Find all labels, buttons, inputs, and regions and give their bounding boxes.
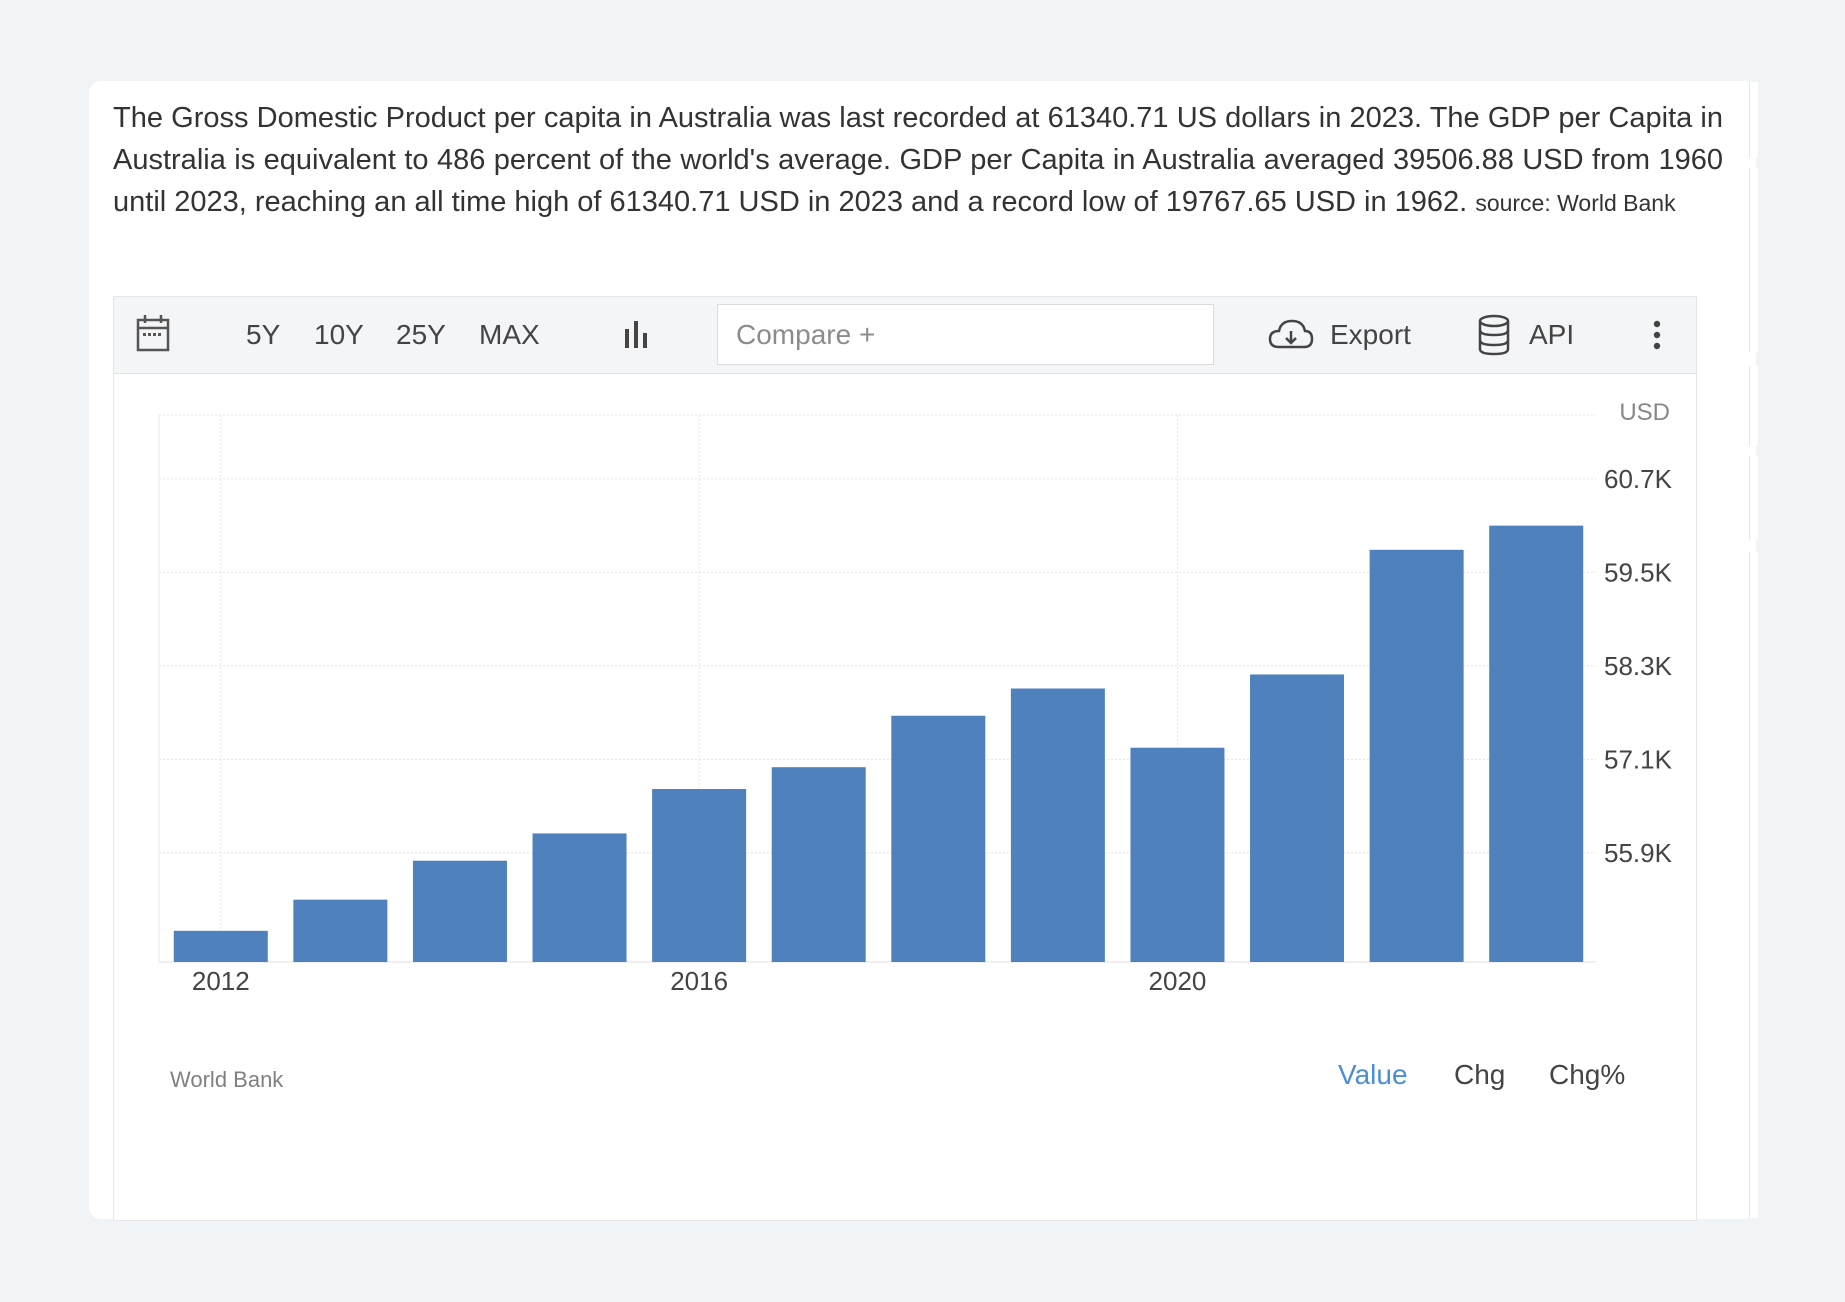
bar-2021[interactable] — [1250, 674, 1345, 962]
unit-label: USD — [1619, 399, 1670, 426]
footer-source: World Bank — [170, 1067, 284, 1092]
bar-2015[interactable] — [532, 833, 627, 962]
bar-2017[interactable] — [771, 767, 866, 962]
bar-2020[interactable] — [1130, 747, 1225, 962]
side-strip — [1749, 168, 1758, 353]
database-icon — [1478, 314, 1510, 356]
description: The Gross Domestic Product per capita in… — [113, 97, 1723, 224]
side-strip — [1749, 82, 1758, 158]
compare-input[interactable] — [717, 304, 1214, 365]
side-strip — [1749, 552, 1758, 1218]
range-25y-button[interactable]: 25Y — [396, 319, 446, 350]
api-label: API — [1529, 319, 1575, 350]
tab-value[interactable]: Value — [1338, 1059, 1408, 1090]
range-10y-button[interactable]: 10Y — [314, 319, 364, 350]
tab-chg[interactable]: Chg — [1454, 1059, 1506, 1090]
export-label: Export — [1330, 319, 1411, 350]
calendar-icon[interactable] — [136, 297, 170, 373]
bar-2016[interactable] — [652, 789, 747, 962]
range-max-button[interactable]: MAX — [479, 319, 540, 350]
y-tick-label: 59.5K — [1604, 557, 1673, 587]
side-strip — [1749, 366, 1758, 446]
chart-panel: 5Y 10Y 25Y MAX Export — [113, 296, 1697, 1221]
bar-chart: 55.9K 57.1K 58.3K 59.5K 60.7K 2012 2016 2020 — [158, 414, 1673, 996]
cloud-download-icon — [1268, 319, 1314, 349]
bar-2018[interactable] — [891, 715, 986, 962]
chart-toolbar: 5Y 10Y 25Y MAX Export — [114, 297, 1696, 374]
bar-2014[interactable] — [412, 860, 507, 962]
bar-2012[interactable] — [173, 930, 268, 962]
more-options-icon[interactable] — [1652, 297, 1662, 373]
content-card: The Gross Domestic Product per capita in… — [89, 81, 1756, 1221]
side-strip — [1749, 456, 1758, 540]
bar-2019[interactable] — [1010, 688, 1105, 963]
tab-chg-percent[interactable]: Chg% — [1549, 1059, 1626, 1090]
chart-type-bar-icon[interactable] — [622, 297, 652, 373]
x-tick-label: 2012 — [192, 966, 250, 996]
bar-2022[interactable] — [1369, 549, 1464, 962]
range-5y-button[interactable]: 5Y — [246, 319, 281, 350]
bar-2023[interactable] — [1489, 525, 1584, 962]
y-tick-label: 57.1K — [1604, 744, 1673, 774]
y-tick-label: 60.7K — [1604, 464, 1673, 494]
x-tick-label: 2020 — [1149, 966, 1207, 996]
bar-2013[interactable] — [293, 899, 388, 962]
description-source: source: World Bank — [1475, 190, 1676, 216]
description-text: The Gross Domestic Product per capita in… — [113, 102, 1723, 218]
y-tick-label: 55.9K — [1604, 838, 1673, 868]
y-tick-label: 58.3K — [1604, 651, 1673, 681]
x-tick-label: 2016 — [670, 966, 728, 996]
